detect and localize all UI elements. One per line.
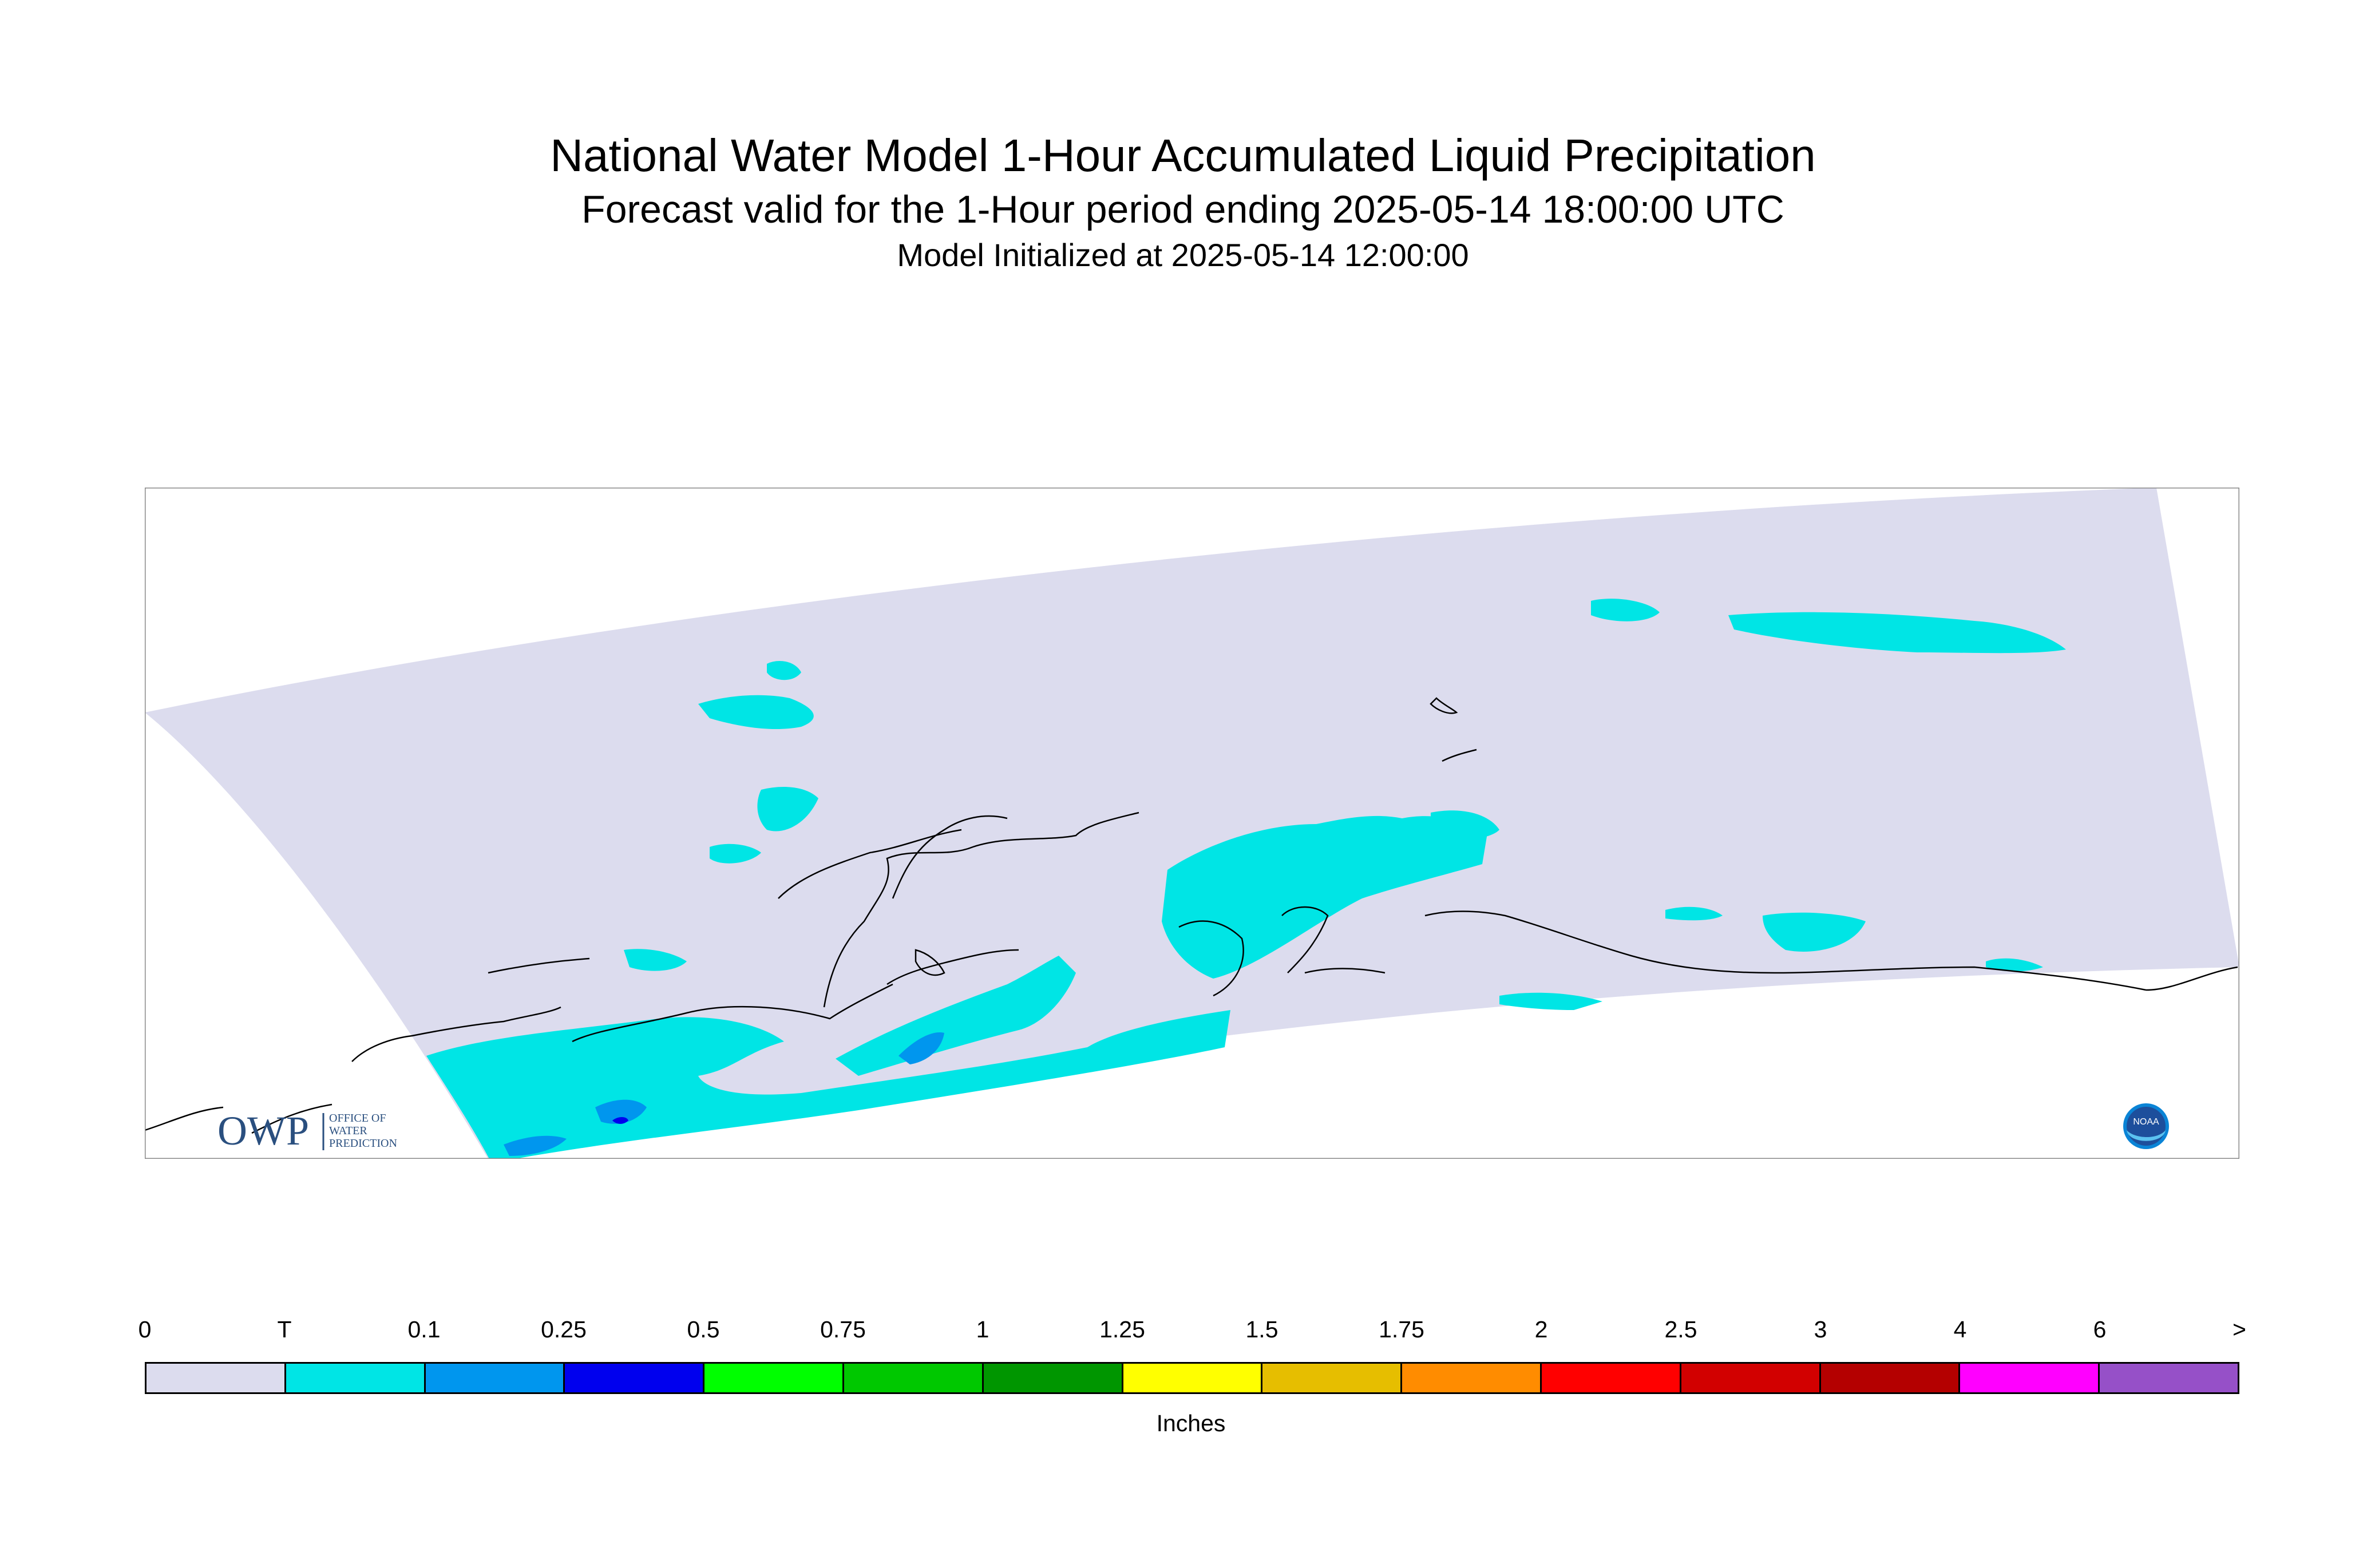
model-initialized-text: Model Initialized at 2025-05-14 12:00:00 — [897, 237, 1469, 273]
owp-subtext-2: WATER — [329, 1124, 367, 1137]
legend-swatch — [844, 1364, 984, 1392]
legend-tick-label: 1.25 — [1099, 1316, 1145, 1343]
legend-swatch — [1541, 1364, 1681, 1392]
legend-swatch — [2100, 1364, 2238, 1392]
owp-subtext-1: OFFICE OF — [329, 1112, 386, 1124]
model-initialized-label: Model Initialized at 2025-05-14 12:00:00 — [0, 235, 2375, 276]
legend-tick-label: 0 — [138, 1316, 152, 1343]
coastline-outlines — [145, 697, 2238, 1134]
legend-swatch — [1960, 1364, 2100, 1392]
legend-tick-label: 2.5 — [1664, 1316, 1697, 1343]
model-domain — [145, 488, 2239, 1159]
noaa-logo-text: NOAA — [2133, 1117, 2159, 1127]
legend-swatch — [983, 1364, 1123, 1392]
legend-swatch — [1262, 1364, 1403, 1392]
precip-heavy-regions — [612, 1117, 628, 1124]
page-subtitle: Forecast valid for the 1-Hour period end… — [0, 184, 2375, 235]
legend-tick-label: 0.25 — [541, 1316, 587, 1343]
legend-unit-text: Inches — [1156, 1410, 1226, 1436]
legend-tick-label: 2 — [1534, 1316, 1548, 1343]
legend-tick-label: 1.5 — [1245, 1316, 1278, 1343]
legend-swatch — [1820, 1364, 1961, 1392]
owp-logo: OWP OFFICE OF WATER PREDICTION — [217, 1108, 397, 1154]
legend-tick-label: 0.75 — [820, 1316, 866, 1343]
legend-swatch — [1123, 1364, 1263, 1392]
legend-swatch — [147, 1364, 286, 1392]
legend-tick-label: 0.1 — [407, 1316, 441, 1343]
legend-tick-label: T — [277, 1316, 292, 1343]
legend-swatch — [1402, 1364, 1542, 1392]
legend-swatch — [704, 1364, 844, 1392]
legend-unit-label: Inches — [0, 1409, 2375, 1438]
legend-tick-label: 1.75 — [1379, 1316, 1424, 1343]
legend-swatch — [1681, 1364, 1821, 1392]
page-title-text: National Water Model 1-Hour Accumulated … — [550, 130, 1816, 181]
page-subtitle-text: Forecast valid for the 1-Hour period end… — [581, 188, 1784, 231]
legend-tick-label: 0.5 — [687, 1316, 720, 1343]
legend-tick-label: 3 — [1814, 1316, 1827, 1343]
precip-medium-regions — [504, 1032, 944, 1156]
legend-swatch — [286, 1364, 426, 1392]
legend-swatch — [425, 1364, 565, 1392]
legend-swatch — [565, 1364, 705, 1392]
owp-logo-text: OWP — [217, 1108, 309, 1154]
legend-tick-label: 6 — [2093, 1316, 2107, 1343]
legend-tick-label: 1 — [976, 1316, 989, 1343]
legend-tick-label: > — [2232, 1316, 2246, 1343]
page-title: National Water Model 1-Hour Accumulated … — [0, 127, 2375, 184]
owp-subtext-3: PREDICTION — [329, 1137, 397, 1150]
legend-color-bar — [145, 1362, 2239, 1394]
legend-tick-label: 4 — [1953, 1316, 1967, 1343]
noaa-logo: NOAA — [2123, 1103, 2169, 1149]
